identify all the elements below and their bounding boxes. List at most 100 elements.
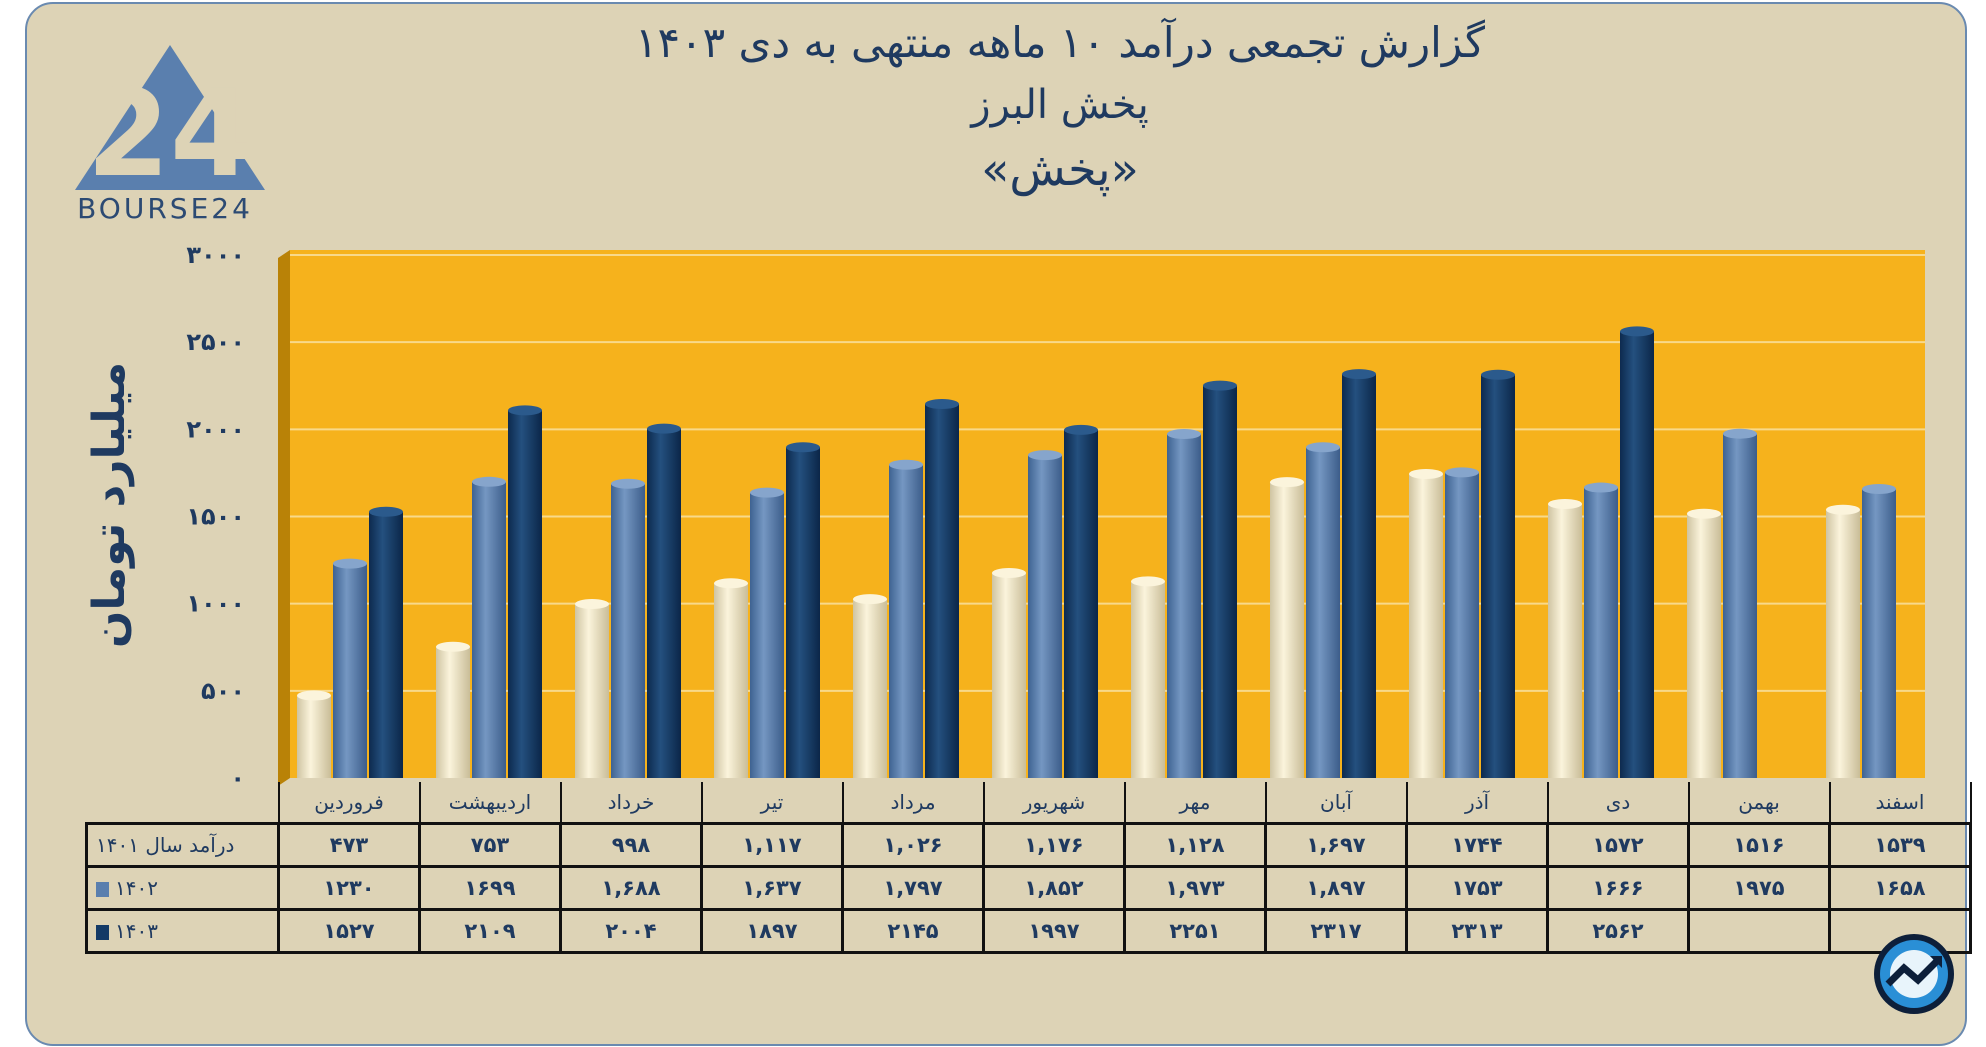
bar xyxy=(508,410,542,778)
bar-1403-7 xyxy=(1342,369,1376,778)
bar xyxy=(714,583,748,778)
bar-cap xyxy=(508,405,542,416)
y-tick-label: ۱۵۰۰ xyxy=(186,503,245,531)
bar xyxy=(1723,433,1757,778)
bar-1402-6 xyxy=(1167,429,1201,778)
bar-cap xyxy=(1620,326,1654,337)
bar-1401-6 xyxy=(1131,576,1165,778)
bar-1401-9 xyxy=(1548,498,1582,778)
table-cell: ۱,۶۸۸ xyxy=(559,865,703,911)
y-tick-label: ۲۵۰۰ xyxy=(186,328,245,356)
bar xyxy=(1687,513,1721,778)
y-tick-label: ۱۰۰۰ xyxy=(186,590,245,618)
table-cell: ۱۶۵۸ xyxy=(1828,865,1972,911)
month-header: دی xyxy=(1546,782,1690,825)
legend-swatch-1403 xyxy=(96,925,109,940)
table-cell: ۲۳۱۷ xyxy=(1264,908,1408,954)
svg-text:24: 24 xyxy=(87,65,254,204)
table-cell: ۲۱۰۹ xyxy=(418,908,562,954)
bar-1403-1 xyxy=(508,405,542,778)
month-header: شهریور xyxy=(982,782,1126,825)
table-cell: ۱۶۹۹ xyxy=(418,865,562,911)
bar-cap xyxy=(925,399,959,410)
table-cell: ۱,۸۹۷ xyxy=(1264,865,1408,911)
bar-cap xyxy=(1687,508,1721,519)
month-header: آذر xyxy=(1405,782,1549,825)
table-cell: ۱,۶۹۷ xyxy=(1264,822,1408,868)
ticker-symbol: «پخش» xyxy=(981,142,1139,196)
table-cell: ۲۰۰۴ xyxy=(559,908,703,954)
y-tick-label: ۲۰۰۰ xyxy=(186,415,245,443)
bar-1401-8 xyxy=(1409,468,1443,778)
bar-cap xyxy=(1203,380,1237,391)
table-cell: ۱۹۷۵ xyxy=(1687,865,1831,911)
table-cell: ۱,۹۷۳ xyxy=(1123,865,1267,911)
bar-cap xyxy=(750,487,784,498)
table-row: ۱۴۰۲ ۱۲۳۰ ۱۶۹۹ ۱,۶۸۸ ۱,۶۳۷ ۱,۷۹۷ ۱,۸۵۲ ۱,۹۷۳ ۱,۸… xyxy=(85,865,1972,911)
bar-1403-3 xyxy=(786,442,820,778)
bar-cap xyxy=(714,578,748,589)
bar-1401-1 xyxy=(436,641,470,778)
bourse24-logo: 24 xyxy=(75,45,265,204)
bar-cap xyxy=(1167,429,1201,440)
table-cell: ۱,۱۱۷ xyxy=(700,822,844,868)
bar-cap xyxy=(1723,428,1757,439)
bar-cap xyxy=(1584,482,1618,493)
bar-cap xyxy=(297,690,331,701)
bar xyxy=(1548,503,1582,778)
row-label-text: درآمد سال ۱۴۰۱ xyxy=(96,833,235,857)
bar-cap xyxy=(369,506,403,517)
company-name: پخش البرز xyxy=(971,82,1149,128)
bar xyxy=(369,511,403,778)
bar-cap xyxy=(436,641,470,652)
table-cell: ۱۵۷۲ xyxy=(1546,822,1690,868)
table-cell: ۱۵۳۹ xyxy=(1828,822,1972,868)
table-cell: ۲۵۶۲ xyxy=(1546,908,1690,954)
table-cell: ۱۹۹۷ xyxy=(982,908,1126,954)
bar xyxy=(1481,374,1515,778)
bar-1402-8 xyxy=(1445,467,1479,778)
month-header: اسفند xyxy=(1828,782,1972,825)
table-cell: ۱,۷۹۷ xyxy=(841,865,985,911)
bar xyxy=(853,599,887,778)
bar xyxy=(472,481,506,778)
bar-cap xyxy=(611,478,645,489)
table-cell: ۷۵۳ xyxy=(418,822,562,868)
bar xyxy=(992,572,1026,778)
bar-1401-0 xyxy=(297,690,331,778)
bar-1403-8 xyxy=(1481,369,1515,778)
bar-cap xyxy=(1131,576,1165,587)
bar-1402-2 xyxy=(611,478,645,778)
bar xyxy=(436,646,470,778)
month-header: مرداد xyxy=(841,782,985,825)
bar-1401-2 xyxy=(575,599,609,778)
bar xyxy=(1445,472,1479,778)
row-label-text: ۱۴۰۲ xyxy=(115,876,158,900)
bar-cap xyxy=(1028,450,1062,461)
bar-1403-6 xyxy=(1203,380,1237,778)
bar xyxy=(647,428,681,778)
y-tick-label: ۵۰۰ xyxy=(201,677,245,705)
month-header: فروردین xyxy=(277,782,421,825)
table-corner xyxy=(86,782,279,825)
table-cell: ۱,۱۷۶ xyxy=(982,822,1126,868)
table-cell: ۱,۶۳۷ xyxy=(700,865,844,911)
month-header: تیر xyxy=(700,782,844,825)
bar xyxy=(1167,434,1201,778)
table-cell: ۱۵۲۷ xyxy=(277,908,421,954)
bar-cap xyxy=(853,594,887,605)
y-tick-label: ۳۰۰۰ xyxy=(186,241,245,269)
bar-1402-3 xyxy=(750,487,784,778)
table-cell: ۱۲۳۰ xyxy=(277,865,421,911)
table-cell: ۲۲۵۱ xyxy=(1123,908,1267,954)
logo-text: BOURSE24 xyxy=(77,192,253,225)
bar-cap xyxy=(1270,477,1304,488)
bar-1401-4 xyxy=(853,594,887,778)
bar-1401-5 xyxy=(992,567,1026,778)
bar xyxy=(1342,374,1376,778)
row-label-1402: ۱۴۰۲ xyxy=(85,865,280,911)
month-header: اردیبهشت xyxy=(418,782,562,825)
table-cell: ۹۹۸ xyxy=(559,822,703,868)
bar-cap xyxy=(333,558,367,569)
bar-cap xyxy=(1862,483,1896,494)
